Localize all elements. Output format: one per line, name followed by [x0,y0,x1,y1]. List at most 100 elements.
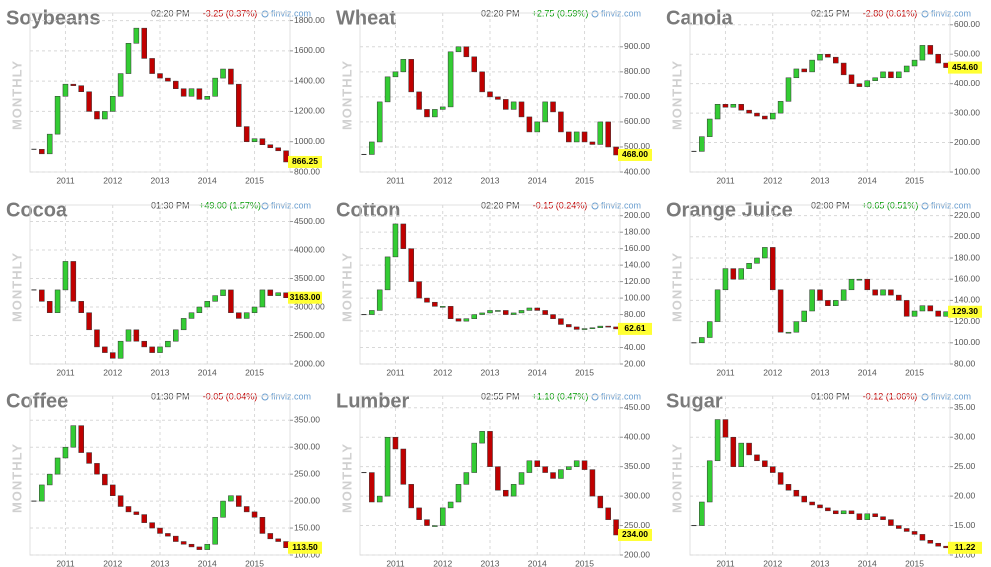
chart-title: Cotton [336,199,400,221]
candle [903,65,910,73]
y-tick-label: 100.00 [954,337,980,347]
candle [251,138,258,142]
candle [699,136,705,152]
candle [78,85,84,92]
candle [369,472,375,503]
candle [856,513,863,520]
candle [31,148,37,150]
candle [384,76,391,103]
candle [911,59,918,67]
candle [220,68,226,79]
candle [46,133,53,155]
last-price: 129.30 [952,306,978,316]
candle [558,318,564,325]
y-tick-label: 1400.00 [294,75,325,85]
x-tick-label: 2015 [245,175,264,185]
y-tick-label: 400.00 [624,166,650,176]
candle [542,101,548,123]
candle [275,538,281,542]
candle [573,460,580,467]
candle [424,297,430,303]
last-price-box [288,291,322,304]
candle [416,281,422,299]
candle [495,96,501,100]
candle [361,314,367,316]
y-tick-label: 20.00 [624,358,646,368]
y-tick-label: 800.00 [294,166,320,176]
x-tick-label: 2011 [386,367,405,377]
candle [149,522,155,529]
candle [117,73,124,97]
candle [746,263,752,269]
candle [196,306,203,313]
x-tick-label: 2015 [905,175,924,185]
candle [188,543,195,548]
candle [943,311,949,317]
y-tick-label: 140.00 [624,259,650,269]
candle [361,153,367,155]
candle [589,469,596,497]
candle [542,310,548,315]
candle [825,53,831,58]
candle [872,513,878,517]
candle [722,268,729,291]
period-label: MONTHLY [339,60,354,130]
candle [943,545,949,549]
candle [888,71,894,79]
y-tick-label: 500.00 [624,141,650,151]
candle [935,542,941,547]
candle [809,289,815,312]
candle [188,312,195,319]
candle [487,431,493,467]
candle [447,51,454,108]
candle [903,528,910,532]
x-tick-label: 2012 [103,558,122,567]
last-price: 3163.00 [290,292,321,302]
candle [825,300,831,306]
y-tick-label: 4000.00 [294,244,325,254]
y-tick-label: 1600.00 [294,45,325,55]
last-price: 11.22 [955,542,976,552]
y-tick-label: 800.00 [624,66,650,76]
candle [243,506,250,513]
chart-title: Canola [666,7,734,29]
candle [432,301,438,307]
candle [526,307,533,311]
x-tick-label: 2013 [151,558,170,567]
candle [251,306,258,313]
candle [785,77,792,102]
y-tick-label: 100.00 [954,166,980,176]
last-price: 454.60 [952,62,978,72]
y-tick-label: 15.00 [954,520,976,530]
candle [597,325,604,329]
period-label: MONTHLY [339,252,354,322]
x-tick-label: 2015 [905,367,924,377]
candle [738,442,744,467]
candle [117,495,124,507]
y-tick-label: 400.00 [624,431,650,441]
candle [283,541,289,548]
candle [777,472,784,485]
candle [369,141,375,155]
candle [487,91,493,98]
candle [228,495,234,502]
candle [157,73,163,79]
chart-title: Cocoa [6,199,68,221]
candle [165,533,171,537]
candle [864,80,871,87]
candle [243,126,250,142]
x-tick-label: 2015 [245,558,264,567]
candle [180,318,187,331]
candle [46,473,53,486]
candle [471,442,477,473]
candle [722,104,729,108]
candle [550,314,556,319]
candle [267,289,274,296]
candle [125,329,132,342]
x-tick-label: 2012 [433,558,452,567]
x-tick-label: 2014 [528,367,547,377]
y-tick-label: 450.00 [624,402,650,412]
candle [503,99,509,110]
candle [62,446,69,459]
candle [267,533,274,540]
